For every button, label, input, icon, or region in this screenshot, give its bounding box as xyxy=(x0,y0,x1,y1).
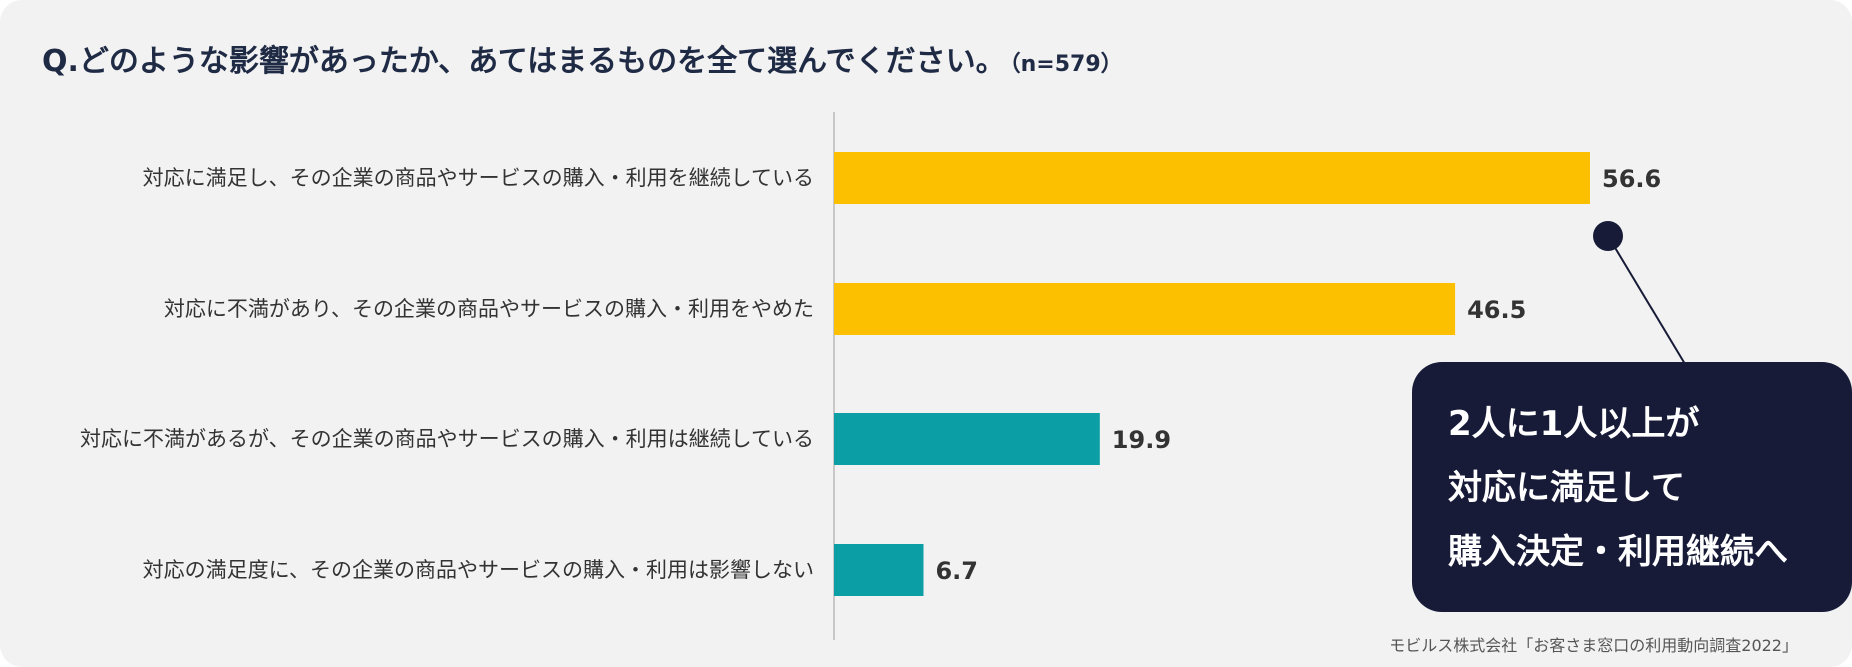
bar-1 xyxy=(834,152,1590,204)
value-label-2: 46.5 xyxy=(1467,296,1526,324)
question-text: Q.どのような影響があったか、あてはまるものを全て選んでください。 xyxy=(42,44,1006,79)
bars: 56.6 対応に満足し、その企業の商品やサービスの購入・利用を継続している 46.5… xyxy=(80,152,1661,596)
category-label-1: 対応に満足し、その企業の商品やサービスの購入・利用を継続している xyxy=(143,166,814,190)
callout-line-1: 2人に1人以上が xyxy=(1448,404,1700,444)
value-label-1: 56.6 xyxy=(1602,165,1661,193)
bar-2 xyxy=(834,283,1456,335)
category-label-3: 対応に不満があるが、その企業の商品やサービスの購入・利用は継続している xyxy=(80,427,814,451)
value-label-4: 6.7 xyxy=(935,557,978,585)
bar-3 xyxy=(834,413,1100,465)
category-label-4: 対応の満足度に、その企業の商品やサービスの購入・利用は影響しない xyxy=(143,558,814,582)
pointer-line xyxy=(1607,235,1686,365)
sample-size: （n=579） xyxy=(1009,52,1123,77)
category-label-2: 対応に不満があり、その企業の商品やサービスの購入・利用をやめた xyxy=(164,297,814,321)
value-label-3: 19.9 xyxy=(1112,426,1171,454)
chart-title: Q.どのような影響があったか、あてはまるものを全て選んでください。 （n=579） xyxy=(42,36,1123,80)
bar-4 xyxy=(834,544,924,596)
callout-pointer xyxy=(1593,221,1686,365)
callout-line-3: 購入決定・利用継続へ xyxy=(1448,532,1788,572)
source-note: モビルス株式会社「お客さま窓口の利用動向調査2022」 xyxy=(1389,636,1798,655)
callout-box: 2人に1人以上が 対応に満足して 購入決定・利用継続へ xyxy=(1412,362,1852,612)
pointer-dot xyxy=(1593,221,1623,251)
callout-line-2: 対応に満足して xyxy=(1448,468,1685,508)
